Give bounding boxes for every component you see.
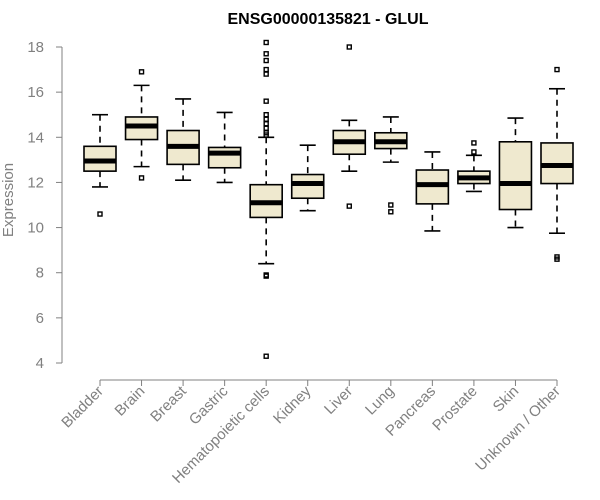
y-tick-label: 16 bbox=[27, 84, 44, 101]
chart-title: ENSG00000135821 - GLUL bbox=[228, 11, 429, 28]
box-group bbox=[415, 151, 450, 232]
outlier-point bbox=[263, 125, 269, 131]
box-group bbox=[207, 111, 242, 184]
box-group bbox=[166, 98, 200, 181]
box-iqr bbox=[290, 173, 325, 200]
outlier-point bbox=[263, 132, 269, 138]
outlier-point bbox=[97, 211, 103, 217]
x-tick-label: Skin bbox=[490, 383, 523, 416]
outlier-point bbox=[263, 51, 269, 57]
x-tick-label: Kidney bbox=[270, 382, 315, 427]
x-tick-label: Brain bbox=[112, 383, 149, 420]
outlier-point bbox=[263, 98, 269, 104]
plot-area bbox=[83, 39, 574, 359]
x-tick-label: Lung bbox=[362, 383, 398, 419]
y-tick-label: 14 bbox=[27, 129, 44, 146]
outlier-point bbox=[388, 209, 394, 215]
outlier-point bbox=[471, 149, 477, 155]
x-tick-label: Liver bbox=[321, 383, 356, 418]
y-tick-label: 18 bbox=[27, 39, 44, 56]
x-tick-label: Breast bbox=[147, 382, 190, 425]
y-tick-label: 10 bbox=[27, 220, 44, 237]
outlier-point bbox=[263, 353, 269, 359]
y-tick-label: 8 bbox=[36, 265, 44, 282]
y-axis-title: Expression bbox=[0, 163, 17, 237]
outlier-point bbox=[263, 71, 269, 77]
y-tick-label: 12 bbox=[27, 174, 44, 191]
y-axis: 4 6 8 10 12 14 16 18 bbox=[27, 39, 63, 372]
y-tick-label: 6 bbox=[36, 310, 44, 327]
box-group bbox=[332, 44, 367, 209]
outlier-point bbox=[138, 175, 145, 181]
y-tick-label: 4 bbox=[36, 355, 44, 372]
box-group bbox=[374, 116, 408, 215]
outlier-point bbox=[263, 116, 269, 122]
box-group bbox=[249, 39, 283, 359]
box-group bbox=[498, 117, 533, 229]
outlier-point bbox=[388, 202, 394, 208]
outlier-point bbox=[138, 69, 145, 75]
outlier-point bbox=[263, 66, 269, 73]
box-group bbox=[124, 69, 159, 181]
outlier-point bbox=[554, 256, 560, 262]
outlier-point bbox=[263, 57, 269, 64]
outlier-point bbox=[263, 112, 269, 118]
x-tick-label: Bladder bbox=[58, 383, 107, 432]
outlier-point bbox=[263, 39, 269, 46]
outlier-point bbox=[263, 273, 269, 279]
outlier-point bbox=[554, 66, 560, 73]
box-iqr bbox=[498, 141, 533, 211]
outlier-point bbox=[471, 140, 477, 146]
outlier-point bbox=[263, 121, 269, 127]
box-group bbox=[83, 113, 117, 217]
outlier-point bbox=[346, 203, 352, 209]
box-group bbox=[540, 66, 574, 262]
box-group bbox=[457, 140, 491, 193]
outlier-point bbox=[346, 44, 352, 50]
box-iqr bbox=[207, 146, 242, 169]
box-group bbox=[290, 144, 325, 212]
x-tick-label: Prostate bbox=[429, 383, 481, 435]
